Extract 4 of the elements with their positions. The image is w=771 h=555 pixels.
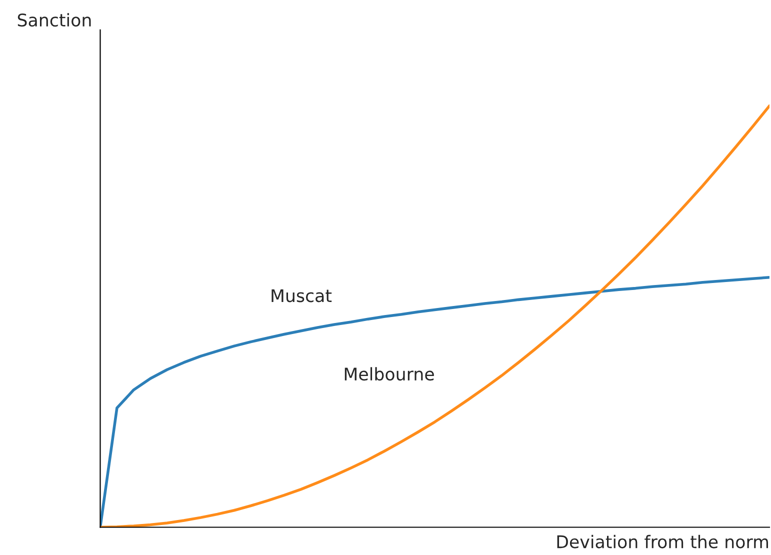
x-axis-title: Deviation from the norm [557, 534, 768, 548]
text: Melbourne [344, 367, 434, 381]
series-label: Muscat [272, 289, 332, 302]
y-axis-title: Sanction [18, 13, 91, 27]
